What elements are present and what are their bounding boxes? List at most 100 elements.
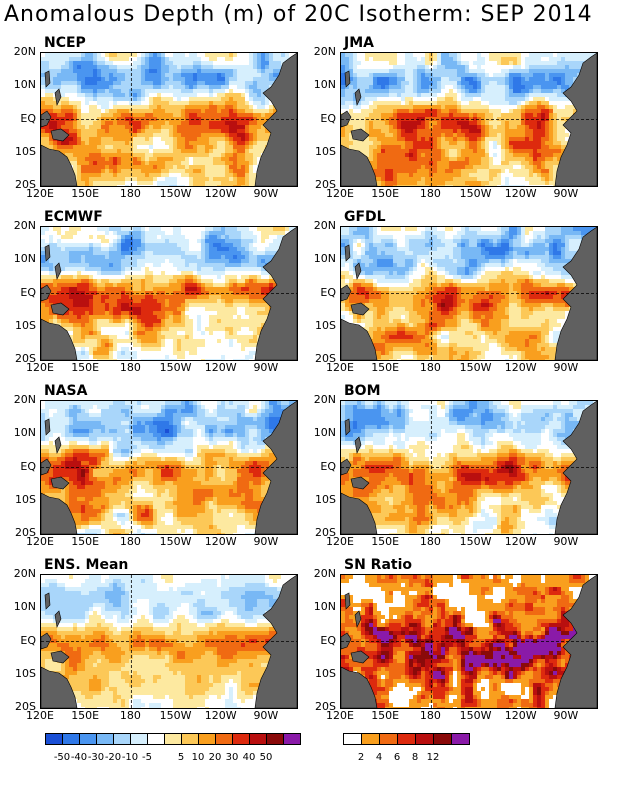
land-mass [50,302,70,316]
lon-label: 120E [326,187,354,200]
land-mass [50,476,70,490]
lat-label: 10S [315,666,336,680]
lon-label: 150W [159,361,192,374]
land-mass [41,492,78,534]
land-mass [350,650,370,664]
lon-label: 150W [459,187,492,200]
lat-label: 20N [313,567,336,580]
lat-label: 20N [313,219,336,232]
land-mass [341,458,352,476]
lon-label: 120W [204,709,237,722]
land-mass [41,144,78,186]
lat-label: 10S [15,666,36,680]
colorbar-swatch [148,734,165,744]
map-panel: JMA 20N 10N EQ 10S 20S 120E 150E 180 150W 120W 90W [314,35,618,227]
anomaly-colorbar [45,733,301,745]
map-panel: GFDL 20N 10N EQ 10S 20S 120E 150E 180 150W 120W 90W [314,209,618,401]
lat-label: 10S [315,492,336,506]
lon-label: 120E [326,361,354,374]
colorbar-label: 30 [225,752,239,763]
colorbar-label: -50 [53,752,71,763]
map-field [40,52,298,187]
lon-label: 150E [71,709,100,722]
panel-title: GFDL [344,209,386,225]
lat-label: 10N [13,426,36,440]
map-field [40,574,298,709]
colorbar-swatch [380,734,398,744]
figure-title: Anomalous Depth (m) of 20C Isotherm: SEP… [4,2,593,27]
lon-label: 180 [419,535,441,548]
lon-label: 90W [253,535,279,548]
lat-label: EQ [20,459,36,473]
colorbar-swatch [182,734,199,744]
colorbar-swatch [452,734,469,744]
map-field [340,400,598,535]
land-mass [50,128,70,142]
lon-label: 150W [159,535,192,548]
lon-label: 120E [326,535,354,548]
lat-label: EQ [320,285,336,299]
land-mass [41,318,78,360]
lon-label: 180 [119,361,141,374]
map-panel: NASA 20N 10N EQ 10S 20S 120E 150E 180 150W 120W 90W [14,383,340,575]
land-mass [41,632,52,650]
lon-label: 90W [553,187,579,200]
colorbar-label: 4 [375,752,383,763]
colorbar-swatch [46,734,63,744]
panel-title: ECMWF [44,209,103,225]
lon-label: 180 [419,709,441,722]
land-mass [354,610,362,628]
colorbar-label: -5 [142,752,152,763]
land-mass [54,610,62,628]
lat-label: 10N [13,252,36,266]
land-mass [354,88,362,106]
lon-label: 120W [504,709,537,722]
lon-label: 90W [553,535,579,548]
map-panel: ECMWF 20N 10N EQ 10S 20S 120E 150E 180 150W 120W 90… [14,209,340,401]
land-mass [44,70,51,88]
lon-label: 180 [419,361,441,374]
lon-label: 120W [504,535,537,548]
lon-label: 150E [71,187,100,200]
panel-title: ENS. Mean [44,557,129,573]
panel-title: SN Ratio [344,557,413,573]
land-mass [341,284,352,302]
lon-label: 120E [26,535,54,548]
colorbar-swatch [165,734,182,744]
land-mass [344,70,351,88]
land-mass [44,244,51,262]
colorbar-label: -30 [87,752,105,763]
lat-label: 10N [313,252,336,266]
lat-label: 20S [315,178,336,191]
lon-label: 180 [119,535,141,548]
panel-title: NASA [44,383,88,399]
map-panel: ENS. Mean 20N 10N EQ 10S 20S 120E 150E 180 150W 12… [14,557,340,749]
land-mass [41,284,52,302]
lon-label: 150W [159,709,192,722]
lon-label: 90W [553,709,579,722]
panel-title: NCEP [44,35,86,51]
land-mass [44,418,51,436]
lat-label: 10S [15,492,36,506]
lon-label: 120W [504,187,537,200]
lon-label: 90W [253,361,279,374]
colorbar-label: 20 [208,752,222,763]
lat-label: EQ [320,459,336,473]
land-mass [344,592,351,610]
colorbar-label: -40 [70,752,88,763]
lon-label: 150E [371,535,400,548]
land-mass [350,302,370,316]
land-mass [344,418,351,436]
lat-label: 20S [315,526,336,539]
colorbar-label: -10 [121,752,139,763]
land-mass [54,88,62,106]
colorbar-swatch [416,734,434,744]
lon-label: 120W [204,535,237,548]
land-mass [354,262,362,280]
land-mass [54,262,62,280]
colorbar-swatch [233,734,250,744]
land-mass [341,632,352,650]
land-mass [350,476,370,490]
lat-label: 10S [15,318,36,332]
lat-label: 20N [313,45,336,58]
